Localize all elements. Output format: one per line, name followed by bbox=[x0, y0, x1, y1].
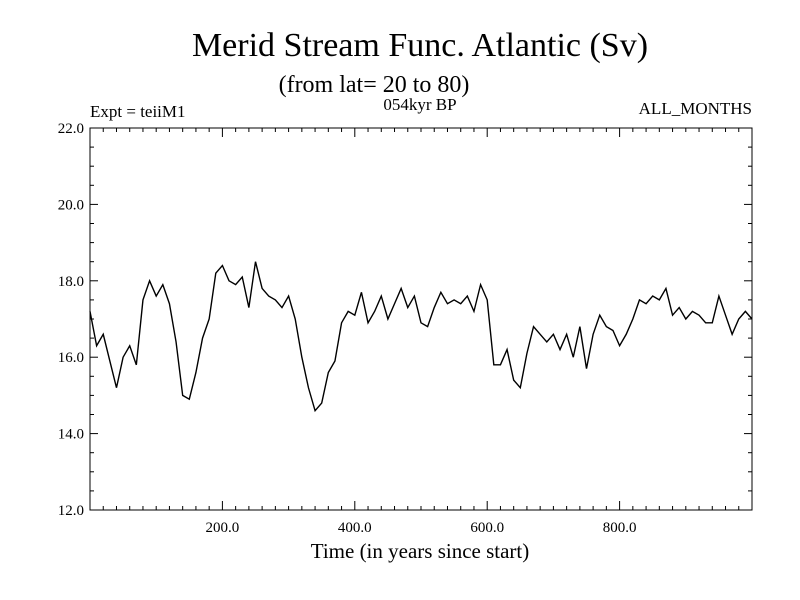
x-axis-ticks: 200.0 400.0 600.0 800.0 bbox=[206, 128, 637, 536]
chart-subtitle: (from lat= 20 to 80) bbox=[279, 72, 470, 98]
header-left: Expt = teiiM1 bbox=[90, 102, 186, 121]
y-tick-label: 18.0 bbox=[58, 274, 84, 290]
y-tick-label: 20.0 bbox=[58, 197, 84, 213]
minor-ticks bbox=[90, 128, 752, 510]
series-line bbox=[89, 261, 753, 413]
plot-frame bbox=[89, 127, 753, 511]
y-tick-label: 16.0 bbox=[58, 350, 84, 366]
header-center: 054kyr BP bbox=[383, 95, 456, 114]
x-tick-label: 400.0 bbox=[338, 520, 372, 536]
x-axis-label: Time (in years since start) bbox=[311, 539, 530, 563]
y-tick-label: 22.0 bbox=[58, 121, 84, 137]
y-tick-label: 14.0 bbox=[58, 427, 84, 443]
chart-title: Merid Stream Func. Atlantic (Sv) bbox=[192, 27, 648, 64]
x-tick-label: 800.0 bbox=[603, 520, 637, 536]
x-tick-label: 600.0 bbox=[470, 520, 504, 536]
x-tick-label: 200.0 bbox=[206, 520, 240, 536]
y-tick-label: 12.0 bbox=[58, 503, 84, 519]
y-axis-ticks: 12.0 14.0 16.0 18.0 20.0 22.0 bbox=[58, 121, 752, 519]
header-right: ALL_MONTHS bbox=[639, 99, 752, 118]
